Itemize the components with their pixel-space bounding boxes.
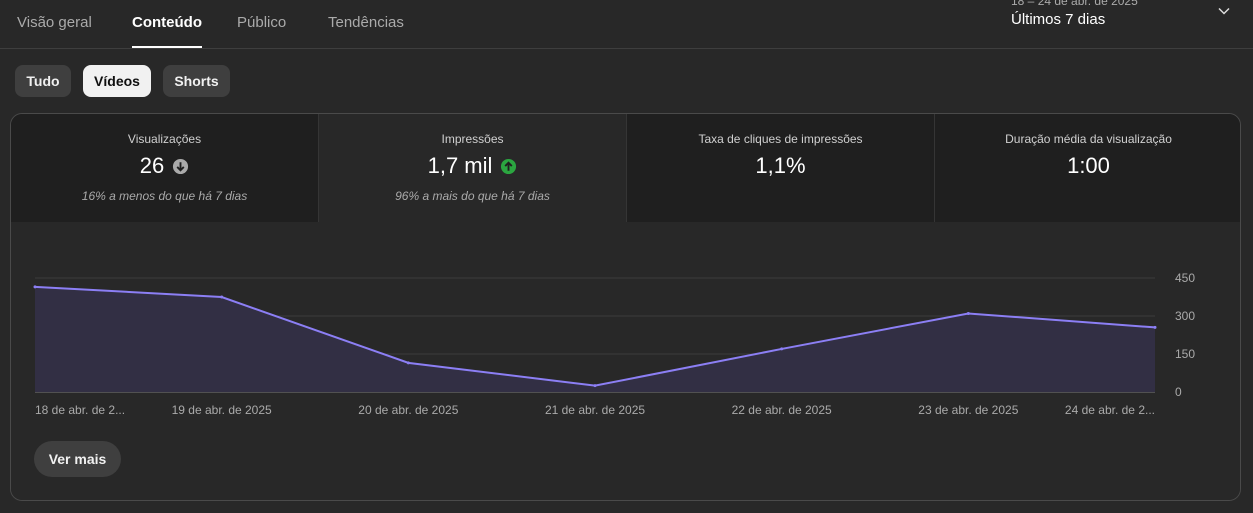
metric-value: 1,7 mil (319, 153, 626, 179)
data-point (966, 311, 970, 315)
y-tick-label: 450 (1175, 271, 1195, 285)
data-point (780, 347, 784, 351)
data-point (33, 285, 37, 289)
data-point (220, 295, 224, 299)
x-tick-label: 22 de abr. de 2025 (732, 403, 832, 417)
metric-label: Duração média da visualização (1005, 132, 1172, 146)
tab-visao-geral[interactable]: Visão geral (17, 14, 92, 31)
analytics-card: Visualizações 26 16% a menos do que há 7… (10, 113, 1241, 501)
metric-value-text: 1,1% (755, 153, 806, 178)
trend-up-icon (501, 158, 517, 174)
metric-label: Taxa de cliques de impressões (698, 132, 863, 146)
see-more-button[interactable]: Ver mais (34, 441, 121, 477)
date-range-selector[interactable]: 18 – 24 de abr. de 2025 Últimos 7 dias (1011, 0, 1241, 34)
trend-down-icon (173, 158, 189, 174)
tab-conteudo[interactable]: Conteúdo (132, 14, 202, 48)
tab-tendencias[interactable]: Tendências (328, 14, 404, 31)
filter-videos[interactable]: Vídeos (83, 65, 151, 97)
filter-tudo[interactable]: Tudo (15, 65, 71, 97)
metric-duracao-media[interactable]: Duração média da visualização 1:00 (935, 114, 1240, 222)
impressions-chart: 0 150 300 450 18 de abr. de 2... 19 de abr. d… (11, 222, 1240, 500)
top-nav: Visão geral Conteúdo Público Tendências … (0, 0, 1253, 49)
x-tick-label: 21 de abr. de 2025 (545, 403, 645, 417)
metric-value: 1:00 (935, 153, 1240, 179)
area-fill (35, 286, 1155, 392)
date-range-dates: 18 – 24 de abr. de 2025 (1011, 0, 1138, 8)
metric-value-text: 1,7 mil (427, 153, 493, 178)
y-tick-label: 300 (1175, 309, 1195, 323)
data-point (1153, 325, 1157, 329)
metric-value-text: 1:00 (1067, 153, 1110, 178)
metric-visualizacoes[interactable]: Visualizações 26 16% a menos do que há 7… (11, 114, 319, 222)
metric-value-text: 26 (139, 153, 165, 178)
chevron-down-icon (1218, 7, 1230, 15)
metric-note: 96% a mais do que há 7 dias (395, 189, 550, 203)
date-range-label: Últimos 7 dias (1011, 11, 1106, 28)
metric-impressoes[interactable]: Impressões 1,7 mil 96% a mais do que há … (319, 114, 627, 222)
metric-label: Impressões (441, 132, 504, 146)
metric-value: 26 (11, 153, 318, 179)
data-point (593, 384, 597, 388)
metric-note: 16% a menos do que há 7 dias (81, 189, 248, 203)
x-tick-label: 24 de abr. de 2... (1065, 403, 1155, 417)
y-tick-label: 150 (1175, 347, 1195, 361)
data-point (406, 361, 410, 365)
metric-value: 1,1% (627, 153, 934, 179)
x-tick-label: 19 de abr. de 2025 (172, 403, 272, 417)
x-tick-label: 18 de abr. de 2... (35, 403, 125, 417)
metric-taxa-cliques[interactable]: Taxa de cliques de impressões 1,1% (627, 114, 935, 222)
filter-shorts[interactable]: Shorts (163, 65, 230, 97)
x-tick-label: 20 de abr. de 2025 (358, 403, 458, 417)
metric-label: Visualizações (127, 132, 202, 146)
x-tick-label: 23 de abr. de 2025 (918, 403, 1018, 417)
metrics-row: Visualizações 26 16% a menos do que há 7… (11, 114, 1240, 222)
tab-publico[interactable]: Público (237, 14, 287, 31)
chart-svg: 0 150 300 450 18 de abr. de 2... 19 de abr. d… (33, 271, 1195, 417)
y-tick-label: 0 (1175, 385, 1182, 399)
